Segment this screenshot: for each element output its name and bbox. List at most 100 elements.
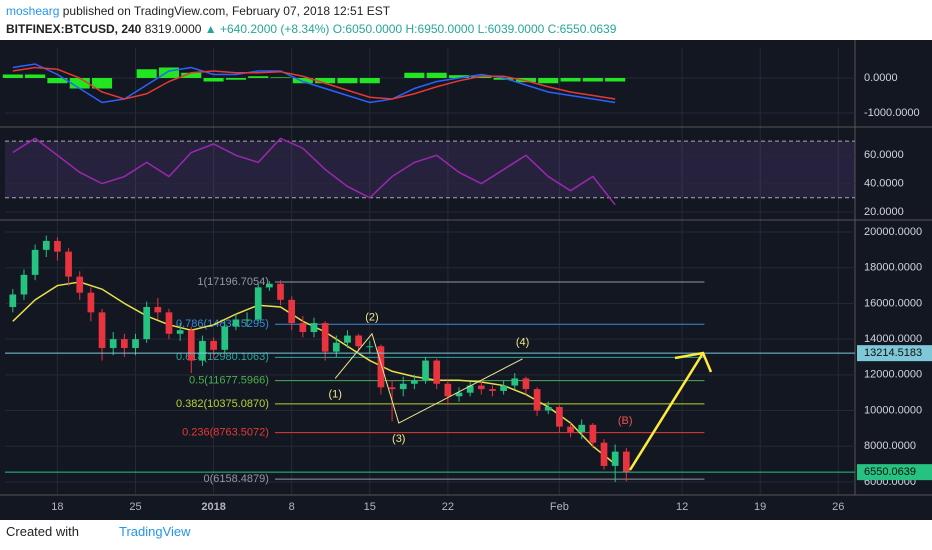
y-tick-label: 14000.0000 xyxy=(864,333,922,345)
histogram-bar xyxy=(270,77,291,78)
candle-body xyxy=(544,406,552,411)
fib-label: 1(17196.7054) xyxy=(197,276,269,288)
x-tick-label: 8 xyxy=(289,501,295,513)
candle-body xyxy=(321,323,329,352)
candle-body xyxy=(65,251,72,277)
y-tick-label: 20.0000 xyxy=(864,206,904,218)
histogram-bar xyxy=(2,74,23,78)
y-tick-label: 10000.0000 xyxy=(864,404,922,416)
footer-text: Created with xyxy=(6,524,79,539)
x-tick-label: 15 xyxy=(364,501,376,513)
indicator-line xyxy=(12,63,616,104)
candle-body xyxy=(154,306,162,313)
wave-label: (1) xyxy=(328,388,341,400)
y-tick-label: 8000.0000 xyxy=(864,440,916,452)
x-tick-label: 26 xyxy=(832,501,844,513)
candle-body xyxy=(187,330,195,361)
fib-label: 0.382(10375.0870) xyxy=(176,398,269,410)
price-label: 13214.5183 xyxy=(864,347,922,359)
rsi-band xyxy=(5,141,855,198)
footer: Created with TradingView xyxy=(6,524,191,539)
y-tick-label: 16000.0000 xyxy=(864,297,922,309)
wave-path xyxy=(334,332,523,424)
candle-body xyxy=(109,339,117,349)
candle-body xyxy=(611,451,619,466)
histogram-bar xyxy=(404,72,425,78)
candle-body xyxy=(121,339,128,349)
candle-body xyxy=(344,335,351,343)
histogram-bar xyxy=(158,67,180,78)
x-tick-label: 22 xyxy=(442,501,454,513)
histogram-bar xyxy=(69,77,90,89)
fib-label: 0.5(11677.5966) xyxy=(189,374,269,386)
histogram-bar xyxy=(225,77,246,80)
wave-label: (B) xyxy=(618,415,633,427)
change: ▲ +640.2000 (+8.34%) xyxy=(204,22,330,36)
candle-body xyxy=(277,283,284,300)
histogram-bar xyxy=(605,77,626,82)
candle-body xyxy=(299,323,307,332)
x-tick-label: 18 xyxy=(51,501,63,513)
histogram-bar xyxy=(25,74,46,78)
candle-body xyxy=(600,442,608,466)
candle-body xyxy=(466,385,474,393)
header: moshearg published on TradingView.com, F… xyxy=(6,2,616,38)
histogram-bar xyxy=(136,69,157,78)
y-tick-label: 20000.0000 xyxy=(864,226,922,238)
indicator-line xyxy=(12,137,616,206)
candle-body xyxy=(310,323,318,332)
y-tick-label: 12000.0000 xyxy=(864,369,922,381)
fib-label: 0(6158.4879) xyxy=(203,473,268,485)
header-line-1: moshearg published on TradingView.com, F… xyxy=(6,2,616,20)
candle-body xyxy=(232,319,240,327)
high: H:6950.0000 xyxy=(405,22,475,36)
price-box xyxy=(857,345,932,362)
candle-body xyxy=(254,287,262,320)
histogram-bar xyxy=(582,77,603,82)
candle-body xyxy=(422,360,429,381)
candle-body xyxy=(31,249,39,275)
y-tick-label: -1000.0000 xyxy=(864,107,920,119)
arrow-head xyxy=(674,351,713,373)
histogram-bar xyxy=(47,77,68,84)
candle-body xyxy=(366,346,374,348)
candle-body xyxy=(622,451,630,473)
histogram-bar xyxy=(426,72,447,78)
histogram-bar xyxy=(538,77,559,84)
candle-body xyxy=(399,383,407,390)
projection-arrow xyxy=(628,352,705,471)
candle-body xyxy=(143,306,151,340)
wave-label: (3) xyxy=(392,433,405,445)
brand[interactable]: TradingView xyxy=(118,524,191,539)
price: 8319.0000 xyxy=(144,22,202,36)
price-box xyxy=(857,464,932,481)
fib-label: 0.236(8763.5072) xyxy=(182,427,269,439)
x-tick-label: 2018 xyxy=(201,501,225,513)
price-label: 6550.0639 xyxy=(864,466,916,478)
candle-body xyxy=(477,385,485,390)
candle-body xyxy=(98,312,106,349)
histogram-bar xyxy=(448,75,470,78)
candle-body xyxy=(433,360,441,384)
candle-body xyxy=(54,240,61,252)
x-tick-label: 12 xyxy=(676,501,688,513)
candle-body xyxy=(210,340,217,350)
candle-body xyxy=(221,326,229,350)
background xyxy=(0,40,932,520)
y-tick-label: 0.0000 xyxy=(864,72,898,84)
histogram-bar xyxy=(92,77,113,89)
candle-body xyxy=(522,378,530,390)
candle-body xyxy=(578,424,586,432)
author[interactable]: moshearg xyxy=(6,4,60,18)
candle-body xyxy=(9,294,17,307)
candle-body xyxy=(511,378,519,386)
candle-body xyxy=(533,389,541,411)
candle-body xyxy=(411,380,418,384)
candle-body xyxy=(489,389,496,391)
y-tick-label: 60.0000 xyxy=(864,149,904,161)
candle-body xyxy=(332,342,340,352)
candle-body xyxy=(377,346,385,388)
open: O:6050.0000 xyxy=(332,22,403,36)
histogram-bar xyxy=(560,77,581,82)
